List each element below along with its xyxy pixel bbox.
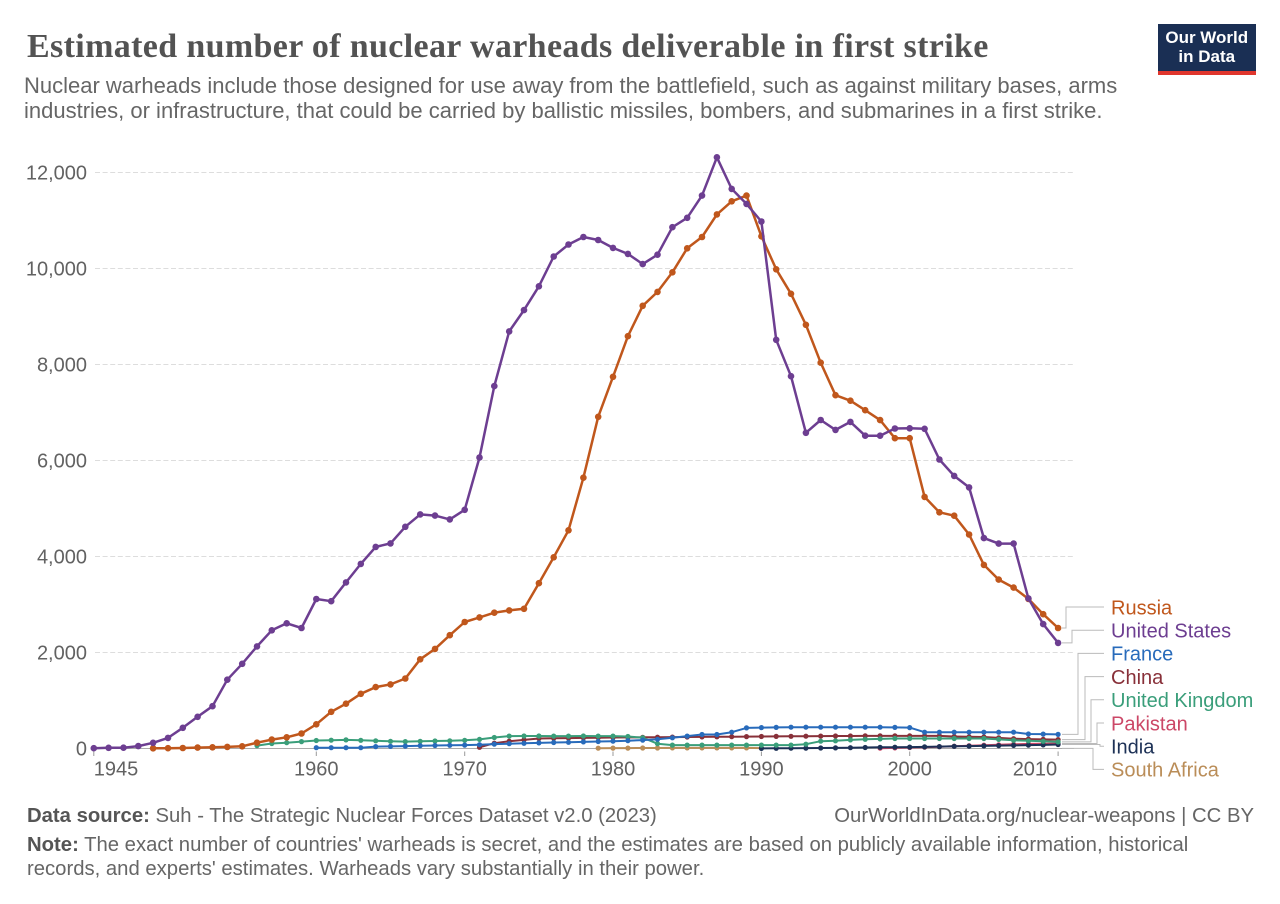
svg-text:2,000: 2,000 [37,643,87,665]
svg-text:United States: United States [1111,621,1231,643]
svg-text:United Kingdom: United Kingdom [1111,690,1253,712]
svg-text:2000: 2000 [887,759,932,781]
svg-text:India: India [1111,737,1155,759]
svg-text:6,000: 6,000 [37,451,87,473]
svg-text:Pakistan: Pakistan [1111,713,1188,735]
svg-text:1970: 1970 [442,759,487,781]
svg-text:4,000: 4,000 [37,547,87,569]
svg-text:12,000: 12,000 [26,163,87,185]
svg-text:0: 0 [76,739,87,761]
svg-text:8,000: 8,000 [37,355,87,377]
svg-text:1980: 1980 [591,759,636,781]
svg-text:France: France [1111,644,1173,666]
svg-text:China: China [1111,667,1164,689]
svg-text:South Africa: South Africa [1111,760,1220,782]
svg-text:1945: 1945 [94,759,139,781]
svg-text:Russia: Russia [1111,597,1173,619]
svg-text:1990: 1990 [739,759,784,781]
svg-text:10,000: 10,000 [26,259,87,281]
svg-text:1960: 1960 [294,759,339,781]
svg-text:2010: 2010 [1013,759,1058,781]
